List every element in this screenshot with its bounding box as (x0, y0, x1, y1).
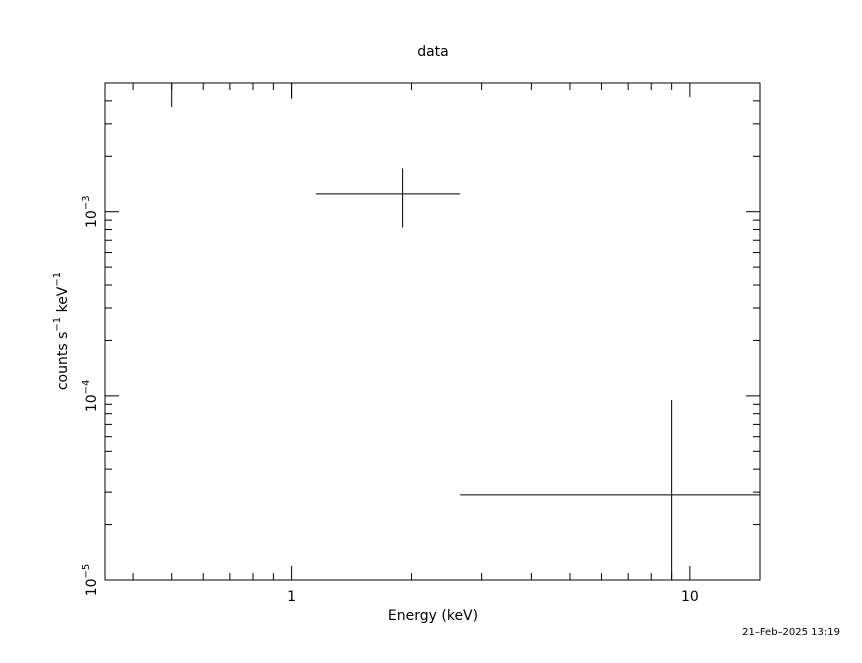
y-axis-label-base: counts s (55, 332, 71, 391)
x-tick-label: 1 (287, 589, 296, 605)
y-tick-label: 10−4 (81, 380, 100, 413)
x-tick-labels: 1 10 (287, 589, 699, 605)
data-point (460, 399, 760, 580)
timestamp: 21–Feb–2025 13:19 (742, 627, 840, 638)
y-tick-label-exponent: −3 (81, 195, 92, 210)
plot-frame (104, 82, 761, 581)
y-tick-label: 10−3 (81, 195, 100, 228)
data-points (171, 83, 760, 580)
y-axis-label-mid: keV (55, 286, 71, 317)
data-point (315, 168, 461, 228)
axis-ticks (105, 82, 760, 581)
y-tick-label-base: 10 (84, 210, 100, 228)
y-axis-label-sup1: −1 (52, 317, 63, 332)
chart-title: data (417, 44, 449, 60)
y-tick-label-exponent: −5 (81, 564, 92, 579)
y-tick-label-exponent: −4 (81, 380, 92, 395)
y-tick-label: 10−5 (81, 564, 100, 597)
x-axis-label: Energy (keV) (388, 608, 478, 624)
y-axis-label-sup2: −1 (52, 272, 63, 287)
x-tick-label: 10 (681, 589, 699, 605)
y-tick-label-base: 10 (84, 394, 100, 412)
y-axis-label: counts s−1 keV−1 (52, 272, 71, 390)
y-tick-labels: 10−510−410−3 (81, 195, 100, 596)
y-tick-label-base: 10 (84, 578, 100, 596)
